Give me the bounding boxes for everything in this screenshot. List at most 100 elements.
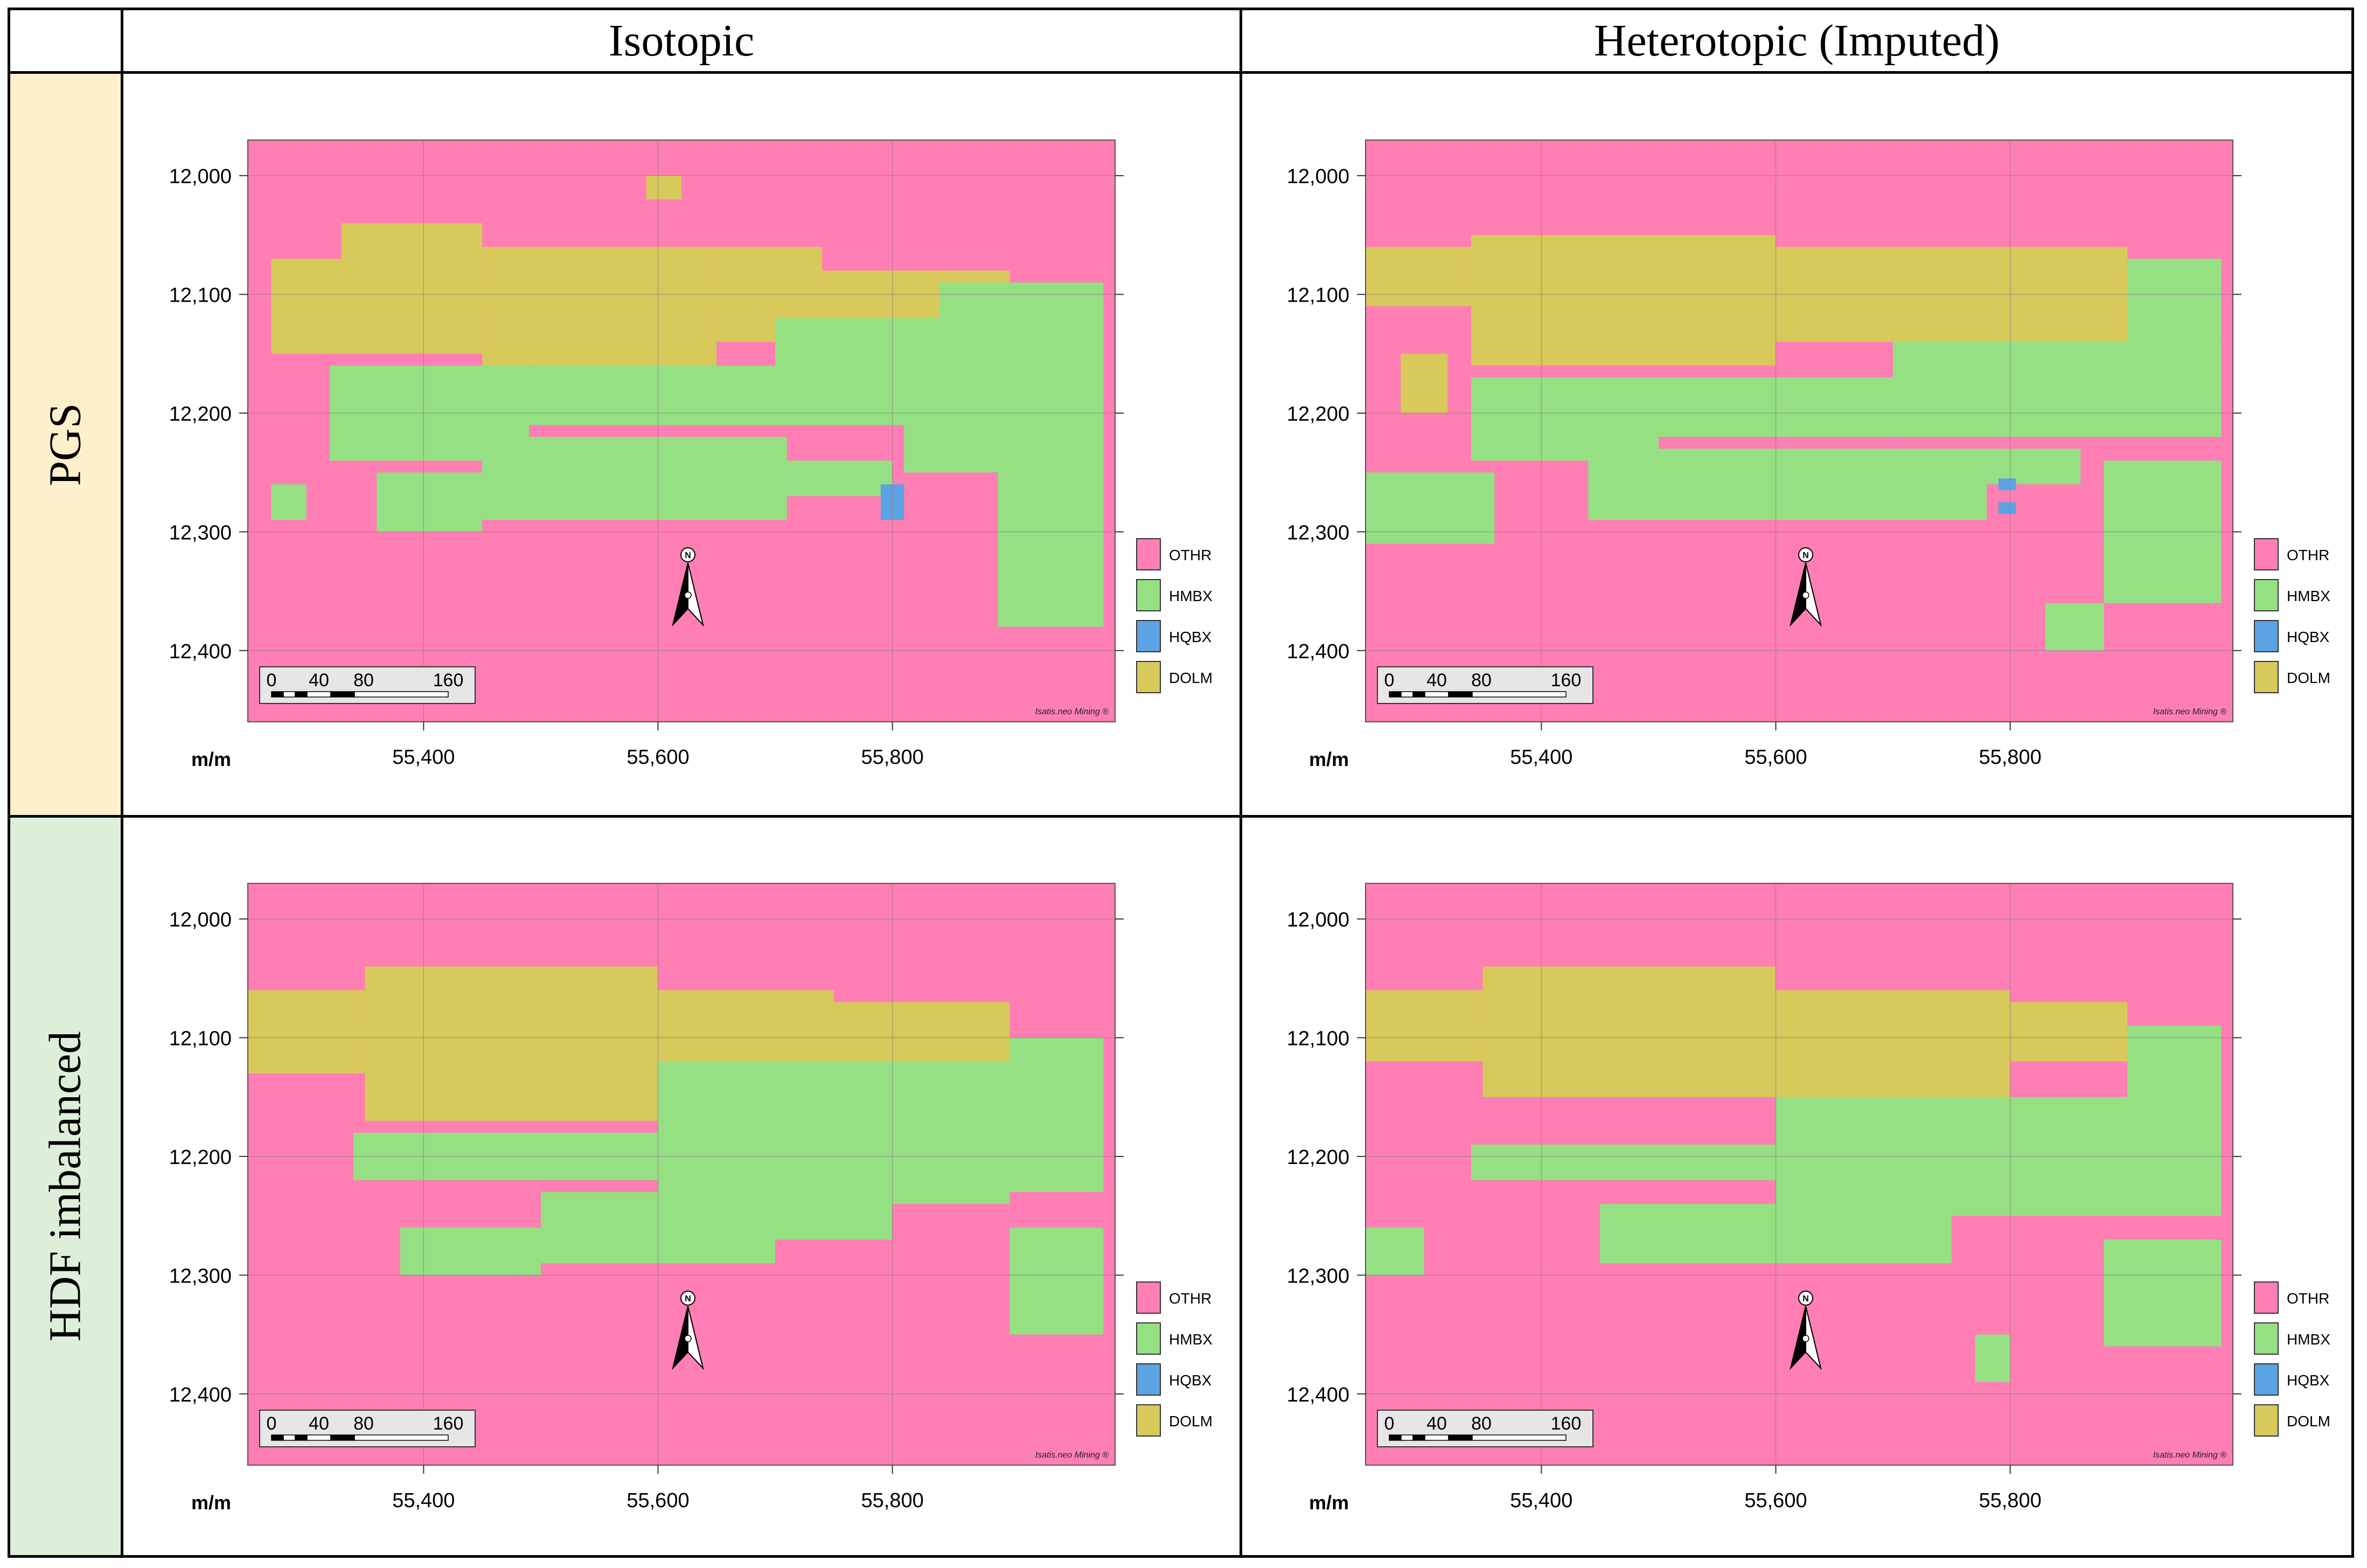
unit-label: m/m [1309,748,1349,770]
north-label: N [685,1294,691,1304]
legend-label-dolm: DOLM [1169,1413,1212,1430]
map-zone-dolm [2010,1002,2128,1062]
y-tick-label: 12,300 [1287,521,1349,544]
map-zone-hmbx [786,461,893,497]
map-zone-hmbx [1366,472,1495,544]
map-zone-hmbx [2104,1239,2222,1347]
map-zone-dolm [1366,247,1471,306]
legend-label-othr: OTHR [2287,1290,2329,1307]
map-zone-hmbx [1471,377,1659,461]
legend-swatch-hmbx [2254,579,2279,611]
map-zone-dolm [482,247,717,366]
y-tick-label: 12,200 [169,403,232,426]
y-tick-label: 12,000 [1287,909,1349,931]
scale-bar-label: 80 [1471,670,1492,691]
y-tick-label: 12,100 [1287,284,1349,307]
north-label: N [1802,1294,1809,1304]
north-marker [1798,1291,1813,1306]
grid-line-center [1240,10,1242,1555]
scale-bar-segment [1412,1434,1425,1441]
y-tick-label: 12,400 [1287,1384,1349,1406]
map-zone-hmbx [1471,1144,1776,1181]
map-zone-dolm [1471,235,1776,366]
y-tick-label: 12,200 [169,1146,232,1169]
x-tick-label: 55,600 [626,1489,689,1512]
map-panel-pgs-isotopic: 12,400 12,300 12,200 12,100 12,000 55,400 55,6… [135,113,1212,776]
scale-bar-segment [354,1434,449,1441]
map-zone-dolm [1482,966,1776,1097]
row-header-hdf-label: HDF imbalanced [40,1031,90,1342]
scale-bar-segment [1412,691,1425,698]
plot-frame [247,140,1116,722]
scale-bar-segment [354,691,449,698]
map-zone-hmbx [482,437,787,520]
map-zone-dolm [1401,353,1448,413]
scale-bar-segment [1401,691,1414,698]
scale-bar-segment [307,1434,331,1441]
scale-bar-label: 40 [1426,670,1447,691]
map-zone-hmbx [1975,1334,2010,1382]
y-tick-label: 12,400 [1287,640,1349,663]
scale-bar-segment [330,691,355,698]
scale-bar-label: 80 [353,670,374,691]
legend-swatch-hmbx [1136,1322,1161,1355]
north-arrow-pivot [1802,591,1809,599]
y-tick-label: 12,000 [169,165,232,188]
scale-bar-label: 40 [309,670,329,691]
row-header-pgs-label: PGS [40,402,90,486]
legend-label-hqbx: HQBX [1169,629,1212,645]
y-tick-label: 12,400 [169,1384,232,1406]
legend-label-hmbx: HMBX [2287,1331,2330,1348]
watermark: Isatis.neo Mining ® [1035,707,1109,716]
y-tick-label: 12,200 [1287,403,1349,426]
x-tick-label: 55,800 [861,1489,924,1512]
scale-bar-segment [283,1434,296,1441]
map-zone-hmbx [775,318,1104,425]
unit-label: m/m [191,1492,231,1514]
legend-label-hmbx: HMBX [1169,1331,1212,1348]
scale-bar-label: 160 [433,1413,464,1434]
map-zone-hqbx [1998,502,2016,514]
legend-swatch-othr [2254,1281,2279,1314]
legend-label-dolm: DOLM [1169,670,1212,686]
scale-bar-label: 40 [1426,1413,1447,1434]
map-zone-dolm [1776,990,2010,1109]
map-zone-dolm [833,1002,1010,1062]
map-zone-hmbx [1010,1228,1104,1335]
x-tick-label: 55,600 [1744,746,1807,769]
legend-swatch-dolm [1136,1404,1161,1437]
map-zone-hmbx [775,1204,893,1240]
legend-swatch-hmbx [2254,1322,2279,1355]
scale-bar-label: 0 [267,1413,277,1434]
scale-bar-segment [1472,1434,1567,1441]
scale-bar-segment [1472,691,1567,698]
plot-frame [1365,140,2233,722]
legend-swatch-hqbx [1136,620,1161,652]
north-arrow-half [687,1306,704,1370]
north-arrow-half [1805,1306,1822,1370]
north-arrow-pivot [1802,1335,1809,1342]
map-zone-hmbx [1893,342,2222,437]
figure-grid: Isotopic Heterotopic (Imputed) PGS HDF i… [8,8,2354,1558]
scale-bar-segment [1448,691,1473,698]
y-tick-label: 12,100 [1287,1028,1349,1050]
map-panel-hdf-heterotopic: 12,400 12,300 12,200 12,100 12,000 55,400 55,6… [1252,856,2330,1519]
map-zone-dolm [658,990,834,1074]
column-header-isotopic: Isotopic [608,16,755,66]
x-tick-label: 55,400 [1510,746,1572,769]
y-tick-label: 12,000 [169,909,232,931]
map-zone-hmbx [904,413,1104,473]
map-zone-hmbx [658,1061,1010,1204]
legend-label-hmbx: HMBX [1169,588,1212,604]
map-panel-hdf-isotopic: 12,400 12,300 12,200 12,100 12,000 55,400 55,6… [135,856,1212,1519]
scale-bar-segment [295,1434,308,1441]
scale-bar-label: 40 [309,1413,329,1434]
map-zone-hqbx [1998,478,2016,491]
north-marker [1798,547,1813,562]
map-zone-hmbx [400,1228,541,1276]
x-tick-label: 55,600 [1744,1489,1807,1512]
scale-bar-segment [330,1434,355,1441]
legend-swatch-hmbx [1136,579,1161,611]
unit-label: m/m [1309,1492,1349,1514]
row-header-pgs: PGS [10,74,121,815]
